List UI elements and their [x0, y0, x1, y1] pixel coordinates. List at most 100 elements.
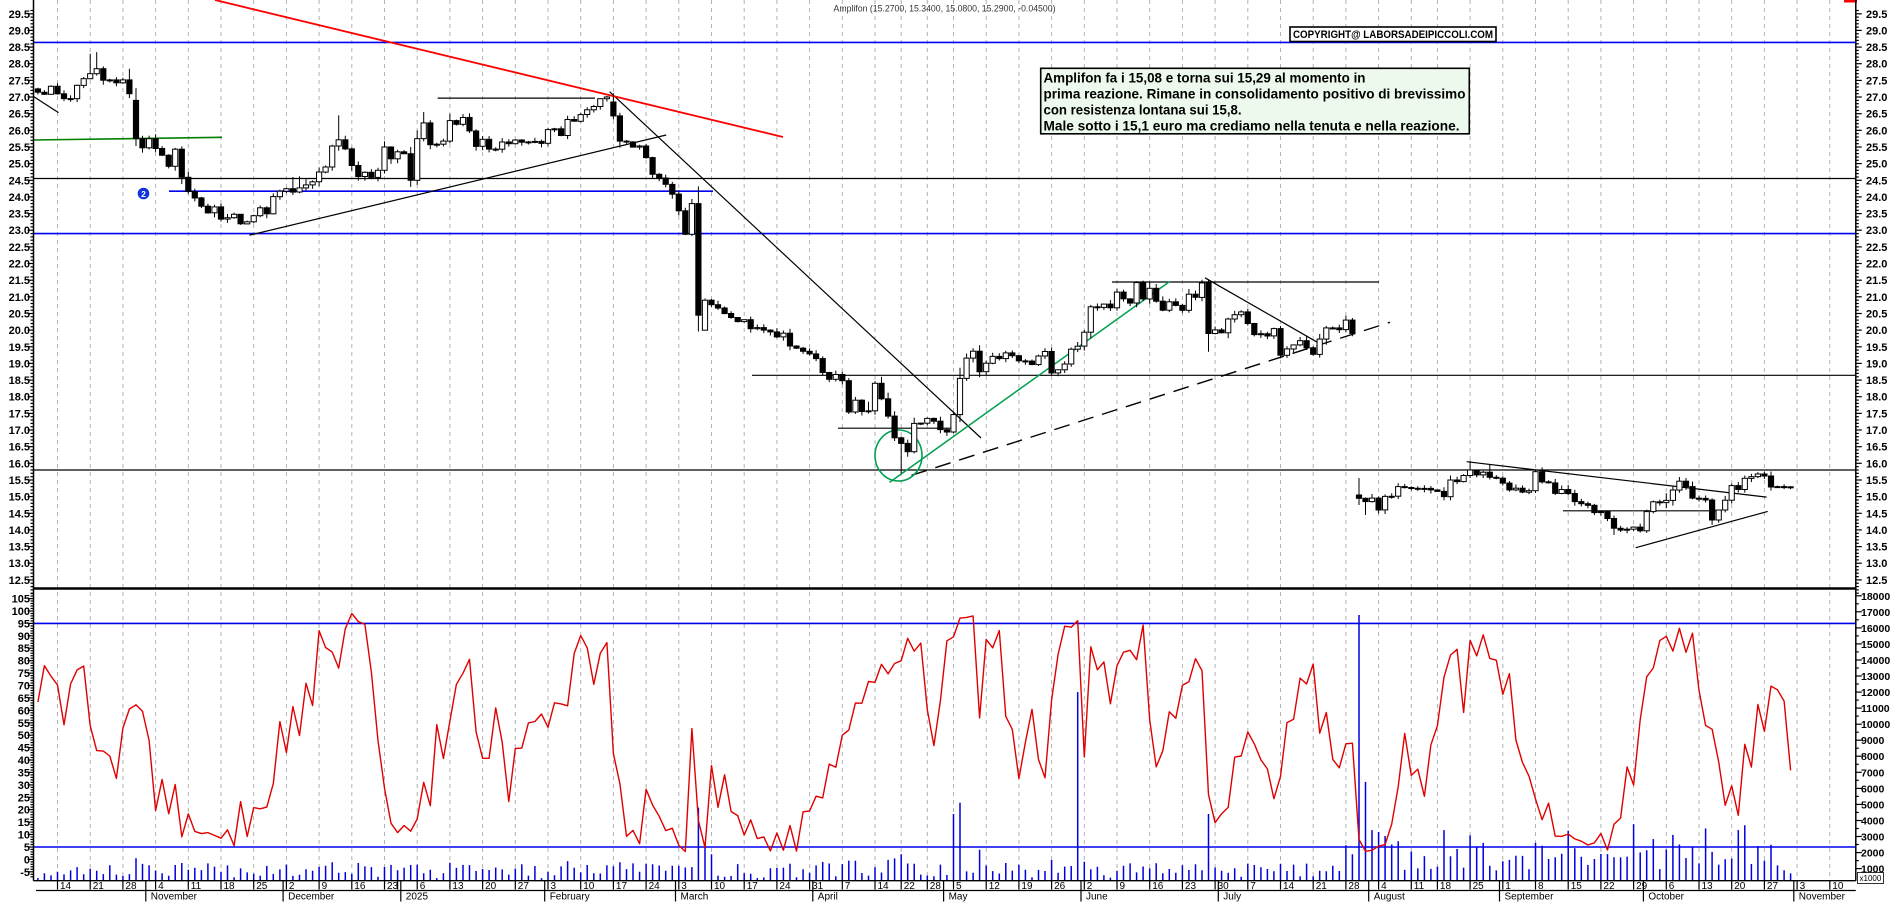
svg-text:June: June: [1086, 892, 1108, 902]
svg-text:16.5: 16.5: [9, 442, 30, 454]
svg-text:9000: 9000: [1861, 735, 1885, 747]
svg-text:14.5: 14.5: [9, 508, 30, 520]
svg-text:3: 3: [1800, 881, 1806, 892]
svg-text:20.5: 20.5: [9, 309, 30, 321]
svg-text:December: December: [288, 892, 335, 902]
svg-text:14.0: 14.0: [9, 525, 30, 537]
svg-text:21: 21: [93, 881, 105, 892]
svg-text:2: 2: [1087, 881, 1093, 892]
svg-text:28.0: 28.0: [1866, 59, 1887, 71]
svg-text:5: 5: [24, 842, 30, 854]
svg-text:21.0: 21.0: [1866, 292, 1887, 304]
svg-text:13: 13: [1702, 881, 1714, 892]
svg-text:20.5: 20.5: [1866, 309, 1887, 321]
svg-text:-5: -5: [20, 867, 30, 879]
svg-text:12.5: 12.5: [9, 575, 30, 587]
svg-text:15.0: 15.0: [1866, 492, 1887, 504]
svg-text:5000: 5000: [1861, 799, 1885, 811]
svg-text:COPYRIGHT@ LABORSADEIPICCOLI.C: COPYRIGHT@ LABORSADEIPICCOLI.COM: [1293, 29, 1493, 41]
svg-text:35: 35: [18, 767, 30, 779]
svg-text:20: 20: [1734, 881, 1746, 892]
svg-text:x1000: x1000: [1860, 874, 1882, 883]
svg-text:26.5: 26.5: [1866, 109, 1887, 121]
svg-text:16.0: 16.0: [1866, 458, 1887, 470]
svg-text:November: November: [151, 892, 198, 902]
svg-text:prima reazione. Rimane in cons: prima reazione. Rimane in consolidamento…: [1044, 87, 1466, 102]
svg-text:15: 15: [1571, 881, 1583, 892]
svg-text:3000: 3000: [1861, 832, 1885, 844]
svg-text:2000: 2000: [1861, 848, 1885, 860]
svg-text:14.5: 14.5: [1866, 508, 1887, 520]
svg-text:8: 8: [1538, 881, 1544, 892]
svg-text:26.0: 26.0: [9, 125, 30, 137]
svg-text:18.5: 18.5: [1866, 375, 1887, 387]
svg-text:27.0: 27.0: [9, 92, 30, 104]
svg-text:19.0: 19.0: [1866, 358, 1887, 370]
svg-text:17: 17: [747, 881, 759, 892]
svg-text:14: 14: [60, 881, 72, 892]
svg-text:30: 30: [1218, 881, 1230, 892]
svg-text:19.5: 19.5: [9, 342, 30, 354]
svg-text:25.5: 25.5: [9, 142, 30, 154]
svg-text:19: 19: [1021, 881, 1033, 892]
svg-text:16.0: 16.0: [9, 458, 30, 470]
svg-text:25.5: 25.5: [1866, 142, 1887, 154]
svg-text:14000: 14000: [1861, 655, 1890, 667]
svg-text:4: 4: [158, 881, 164, 892]
svg-text:25.0: 25.0: [1866, 159, 1887, 171]
svg-text:28: 28: [930, 881, 942, 892]
svg-text:65: 65: [18, 693, 30, 705]
svg-text:25.0: 25.0: [9, 159, 30, 171]
svg-text:11000: 11000: [1861, 703, 1890, 715]
svg-text:6: 6: [1669, 881, 1675, 892]
svg-text:23.5: 23.5: [9, 209, 30, 221]
svg-text:0: 0: [24, 854, 30, 866]
svg-text:18: 18: [224, 881, 236, 892]
svg-text:23: 23: [387, 881, 399, 892]
svg-text:Amplifon fa i 15,08 e torna su: Amplifon fa i 15,08 e torna sui 15,29 al…: [1044, 71, 1366, 86]
svg-text:6: 6: [420, 881, 426, 892]
svg-text:7: 7: [1250, 881, 1256, 892]
svg-text:October: October: [1648, 892, 1684, 902]
svg-text:27.0: 27.0: [1866, 92, 1887, 104]
svg-text:7: 7: [845, 881, 851, 892]
svg-text:17.5: 17.5: [1866, 408, 1887, 420]
svg-text:29.0: 29.0: [1866, 25, 1887, 37]
svg-text:20.0: 20.0: [1866, 325, 1887, 337]
svg-text:12000: 12000: [1861, 687, 1890, 699]
svg-text:24.0: 24.0: [9, 192, 30, 204]
svg-text:16: 16: [1152, 881, 1164, 892]
svg-text:23.0: 23.0: [9, 225, 30, 237]
svg-text:25: 25: [18, 792, 30, 804]
svg-text:November: November: [1799, 892, 1846, 902]
svg-text:60: 60: [18, 705, 30, 717]
svg-text:28.5: 28.5: [1866, 42, 1887, 54]
svg-text:15.5: 15.5: [9, 475, 30, 487]
svg-text:28.0: 28.0: [9, 59, 30, 71]
svg-text:28: 28: [125, 881, 137, 892]
svg-text:24.5: 24.5: [9, 175, 30, 187]
svg-text:10: 10: [714, 881, 726, 892]
svg-text:15000: 15000: [1861, 639, 1890, 651]
svg-text:9: 9: [322, 881, 328, 892]
svg-text:55: 55: [18, 718, 30, 730]
svg-text:18.0: 18.0: [9, 392, 30, 404]
svg-text:1: 1: [1505, 881, 1511, 892]
svg-text:23: 23: [1185, 881, 1197, 892]
svg-text:25: 25: [1473, 881, 1485, 892]
svg-text:24.0: 24.0: [1866, 192, 1887, 204]
svg-text:20: 20: [485, 881, 497, 892]
svg-text:80: 80: [18, 656, 30, 668]
svg-text:September: September: [1505, 892, 1555, 902]
svg-text:26.5: 26.5: [9, 109, 30, 121]
svg-text:40: 40: [18, 755, 30, 767]
svg-text:21.5: 21.5: [1866, 275, 1887, 287]
svg-text:Male sotto i 15,1 euro ma cred: Male sotto i 15,1 euro ma crediamo nella…: [1044, 119, 1460, 134]
svg-text:May: May: [949, 892, 968, 902]
svg-text:17000: 17000: [1861, 607, 1890, 619]
svg-text:31: 31: [812, 881, 824, 892]
svg-text:25: 25: [256, 881, 268, 892]
svg-text:con resistenza lontana sui 15,: con resistenza lontana sui 15,8.: [1044, 103, 1242, 118]
svg-text:11: 11: [1414, 881, 1425, 892]
svg-text:13.5: 13.5: [9, 542, 30, 554]
